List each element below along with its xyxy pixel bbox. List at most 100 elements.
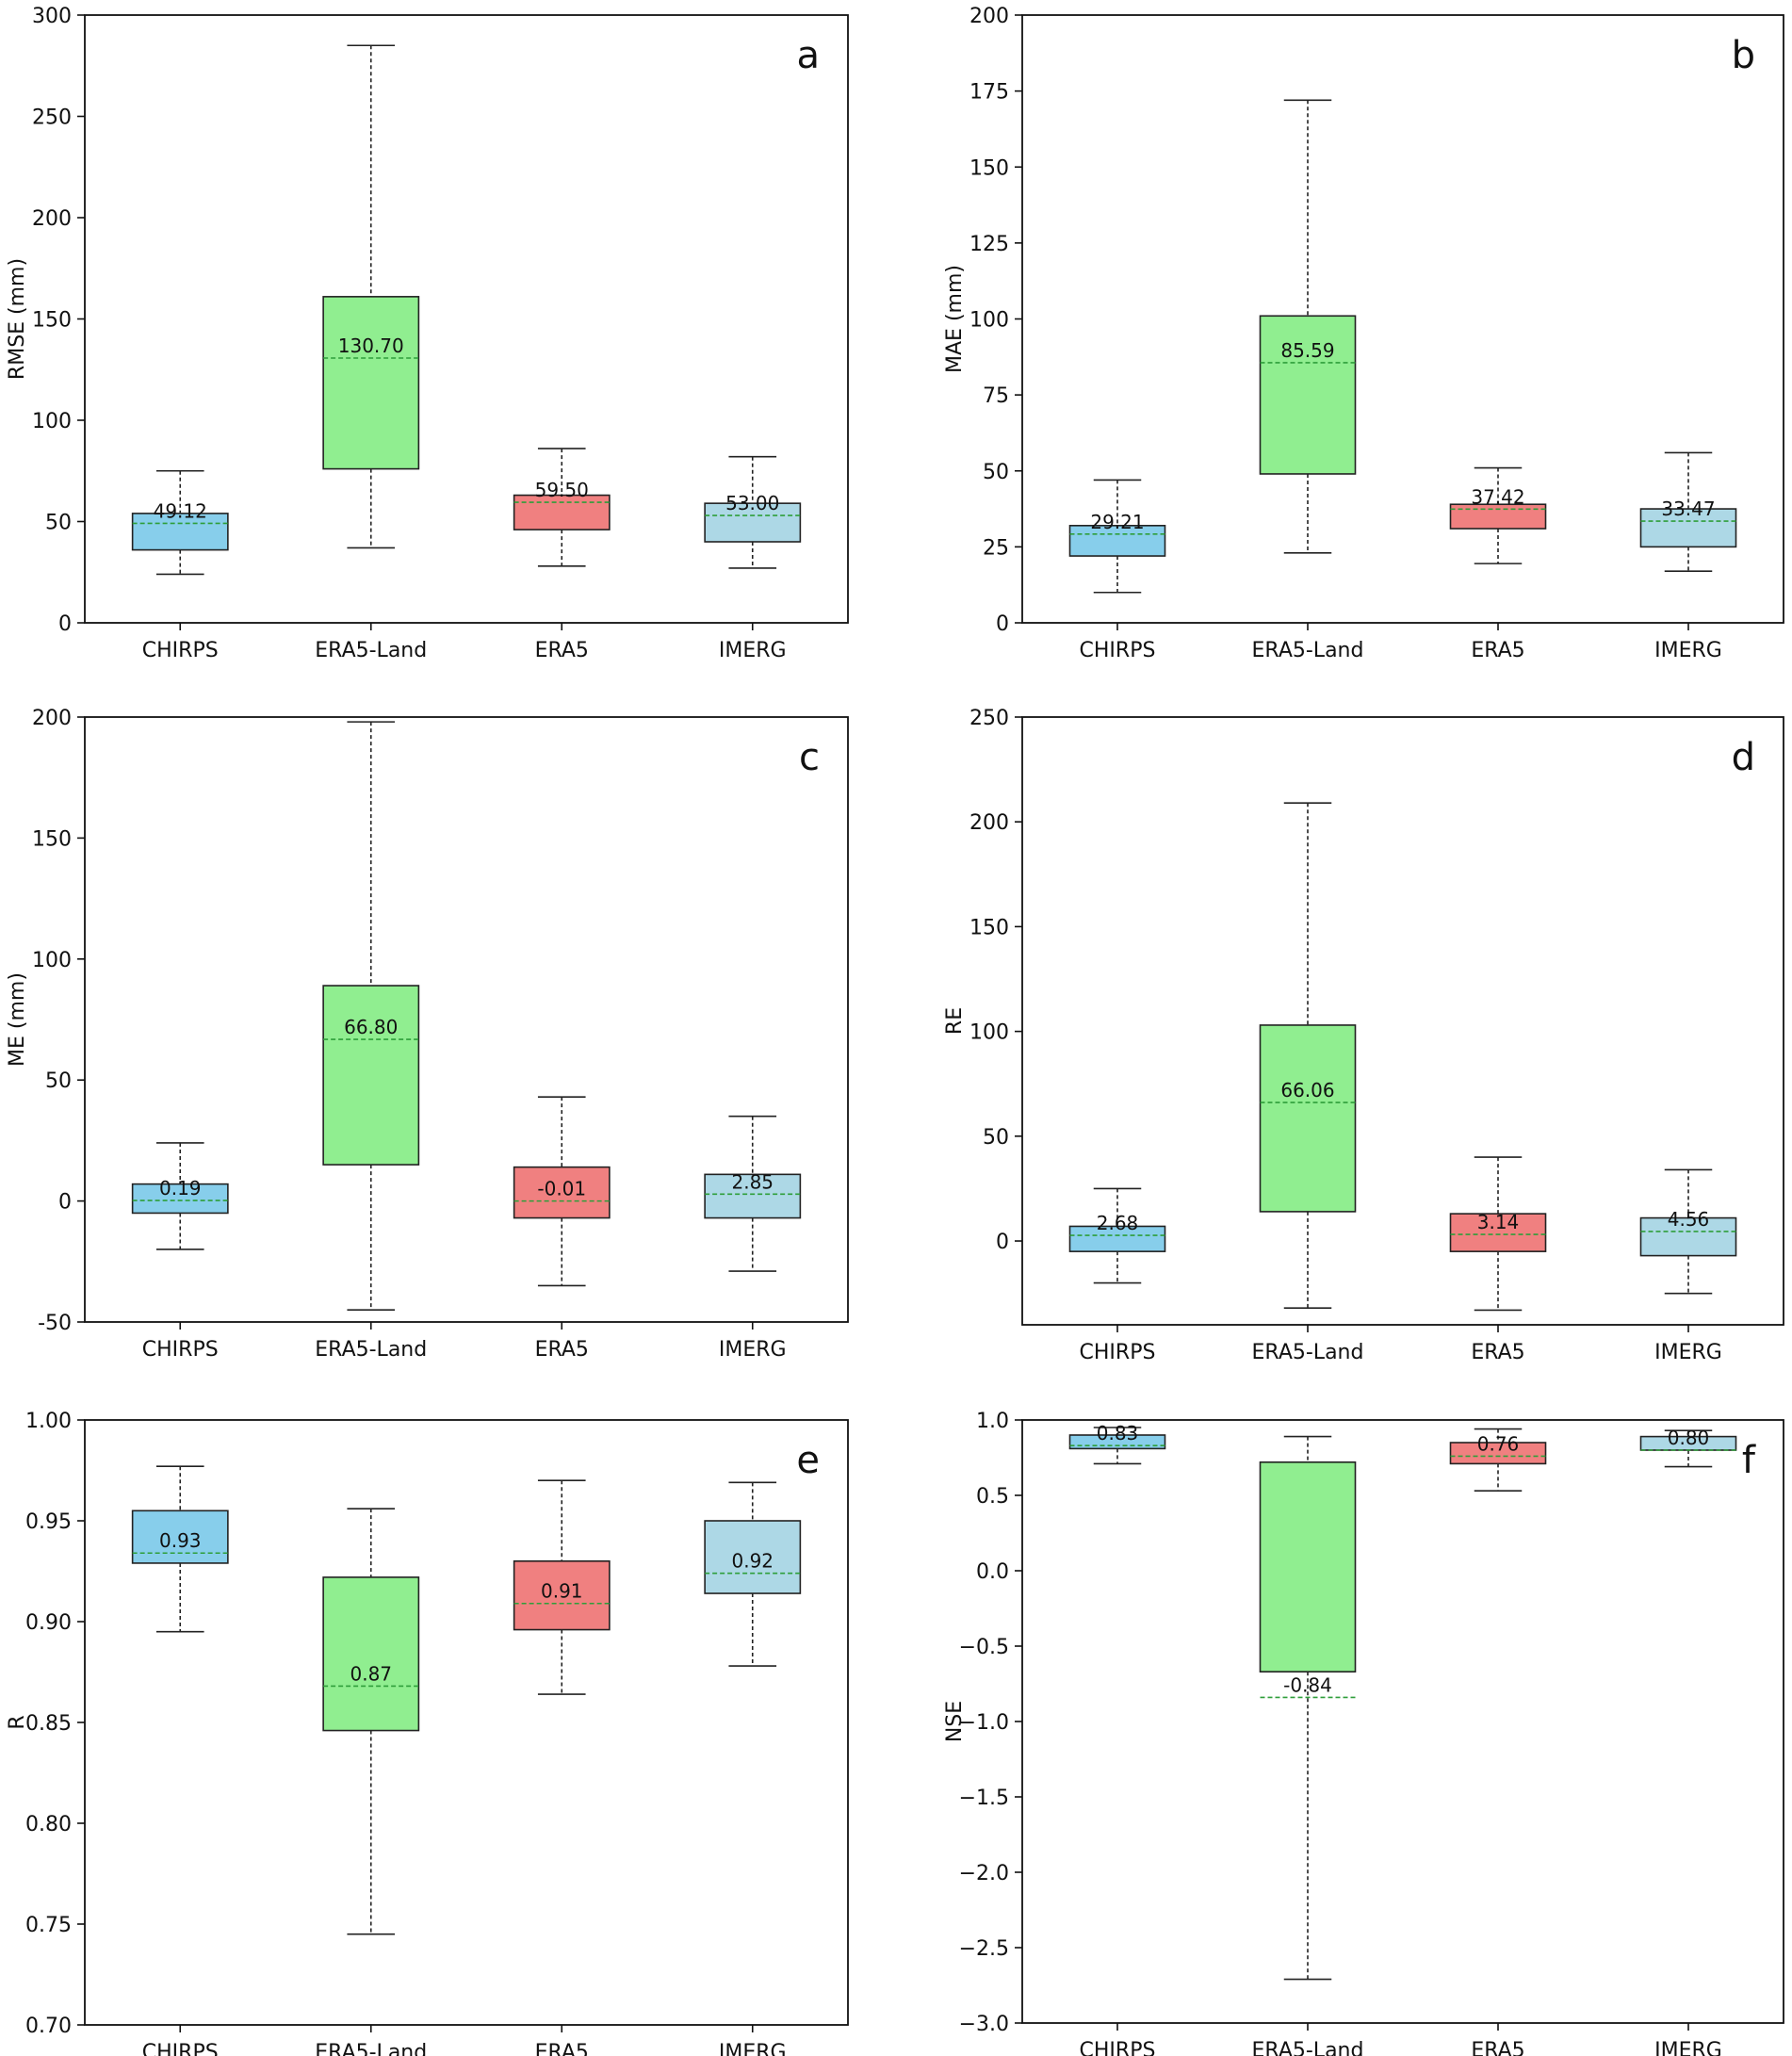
- x-tick-label: CHIRPS: [1080, 1341, 1156, 1364]
- box-iqr: [513, 494, 611, 530]
- y-tick-label: 200: [32, 207, 72, 231]
- mean-label: 0.93: [159, 1529, 202, 1552]
- plot-frame: [1021, 14, 1784, 624]
- y-tick-label: −2.5: [959, 1937, 1009, 1961]
- mean-label: -0.01: [537, 1178, 586, 1200]
- y-tick-label: 1.0: [976, 1410, 1009, 1433]
- box-iqr: [1449, 1442, 1547, 1465]
- mean-label: 49.12: [154, 499, 207, 522]
- mean-label: 4.56: [1668, 1208, 1710, 1231]
- x-tick-label: ERA5: [1471, 1341, 1524, 1364]
- y-axis-label: MAE (mm): [943, 265, 967, 373]
- panel-letter: d: [1732, 736, 1755, 779]
- y-tick-label: 125: [969, 233, 1009, 256]
- y-tick-label: 200: [969, 5, 1009, 28]
- panel-c: -50 0 50 100 150 200 ME (mm) CHIRPS ERA5-Land ERA…: [6, 707, 849, 1362]
- x-tick-label: IMERG: [719, 1338, 787, 1362]
- x-tick-label: ERA5: [1471, 639, 1524, 662]
- box-era5-land: 85.59: [1259, 99, 1357, 554]
- y-tick-label: 150: [32, 827, 72, 851]
- panel-letter: b: [1732, 34, 1755, 77]
- box-iqr: [1068, 524, 1166, 557]
- panel-letter: a: [796, 34, 820, 77]
- x-tick-label: CHIRPS: [1080, 2039, 1156, 2056]
- box-era5: -0.01: [513, 1096, 611, 1287]
- mean-label: 0.19: [159, 1177, 202, 1199]
- x-tick-label: ERA5-Land: [315, 2041, 427, 2056]
- x-tick-label: ERA5: [535, 2041, 589, 2056]
- y-axis-label: RE: [943, 1007, 967, 1035]
- plot-frame: [1021, 1419, 1784, 2024]
- mean-label: 2.68: [1097, 1212, 1139, 1234]
- box-iqr: [1449, 1213, 1547, 1252]
- box-iqr: [704, 1520, 802, 1594]
- x-tick-label: IMERG: [1654, 2039, 1722, 2056]
- y-tick-label: 300: [32, 5, 72, 28]
- box-iqr: [1639, 1216, 1737, 1257]
- y-tick-label: 0.75: [25, 1914, 72, 1937]
- mean-label: 0.83: [1097, 1422, 1139, 1444]
- y-tick-label: 50: [983, 1126, 1009, 1150]
- box-iqr: [1259, 1461, 1357, 1673]
- panel-letter: f: [1742, 1439, 1756, 1482]
- y-tick-label: 200: [969, 811, 1009, 835]
- mean-label: 33.47: [1661, 498, 1715, 520]
- box-era5-land: 0.87: [322, 1508, 420, 1935]
- box-era5: 0.76: [1449, 1428, 1547, 1492]
- y-tick-label: -50: [38, 1312, 72, 1335]
- mean-label: 37.42: [1471, 485, 1524, 508]
- box-era5-land: 66.06: [1259, 802, 1357, 1310]
- mean-label: -0.84: [1283, 1673, 1332, 1696]
- y-tick-label: 75: [983, 384, 1009, 408]
- y-tick-label: 100: [969, 309, 1009, 333]
- y-axis-label: RMSE (mm): [6, 258, 29, 380]
- box-era5-land: 66.80: [322, 721, 420, 1311]
- box-chirps: 0.19: [131, 1142, 229, 1250]
- x-tick-label: CHIRPS: [142, 1338, 219, 1362]
- box-era5: 0.91: [513, 1479, 611, 1695]
- x-tick-label: CHIRPS: [142, 2041, 219, 2056]
- box-era5: 3.14: [1449, 1156, 1547, 1312]
- y-tick-label: 0: [996, 612, 1009, 636]
- y-tick-label: −3.0: [959, 2013, 1009, 2036]
- mean-label: 66.80: [344, 1016, 398, 1038]
- mean-label: 59.50: [535, 479, 589, 501]
- mean-label: 53.00: [725, 492, 779, 514]
- panel-f: −3.0 −2.5 −2.0 −1.5 −1.0 −0.5 0.0 0.5 1.0 NSE CHIR…: [943, 1410, 1784, 2056]
- y-tick-label: −0.5: [959, 1636, 1009, 1659]
- x-tick-label: IMERG: [719, 2041, 787, 2056]
- y-axis-label: NSE: [943, 1701, 967, 1742]
- box-imerg: 0.92: [704, 1481, 802, 1667]
- box-iqr: [131, 513, 229, 551]
- panel-e: 0.70 0.75 0.80 0.85 0.90 0.95 1.00 R CHIRPS ERA5-…: [6, 1410, 849, 2056]
- y-tick-label: 150: [969, 156, 1009, 180]
- mean-label: 0.76: [1477, 1432, 1520, 1455]
- x-tick-label: IMERG: [719, 639, 787, 662]
- panel-a: 0 50 100 150 200 250 300 RMSE (mm) CHIRPS ERA5-La…: [6, 5, 849, 662]
- y-tick-label: 0: [58, 612, 72, 636]
- x-tick-label: ERA5-Land: [315, 1338, 427, 1362]
- box-iqr: [131, 1183, 229, 1215]
- y-tick-label: 0.85: [25, 1712, 72, 1736]
- box-chirps: 0.93: [131, 1465, 229, 1633]
- y-tick-label: 0.0: [976, 1560, 1009, 1584]
- x-tick-label: ERA5-Land: [1252, 639, 1364, 662]
- y-tick-label: 100: [32, 410, 72, 433]
- mean-label: 66.06: [1280, 1079, 1334, 1101]
- plot-frame: [84, 716, 849, 1323]
- x-tick-label: ERA5: [1471, 2039, 1524, 2056]
- y-tick-label: 50: [45, 512, 72, 535]
- box-chirps: 0.83: [1068, 1422, 1166, 1465]
- x-tick-label: IMERG: [1654, 639, 1722, 662]
- box-imerg: 0.80: [1639, 1427, 1737, 1468]
- x-tick-label: CHIRPS: [142, 639, 219, 662]
- box-era5: 37.42: [1449, 466, 1547, 564]
- mean-label: 0.87: [350, 1662, 392, 1685]
- x-tick-label: ERA5-Land: [1252, 1341, 1364, 1364]
- mean-label: 0.80: [1668, 1427, 1710, 1449]
- plot-frame: [1021, 716, 1784, 1326]
- y-tick-label: 50: [983, 461, 1009, 484]
- box-iqr: [1639, 508, 1737, 548]
- y-tick-label: 25: [983, 536, 1009, 560]
